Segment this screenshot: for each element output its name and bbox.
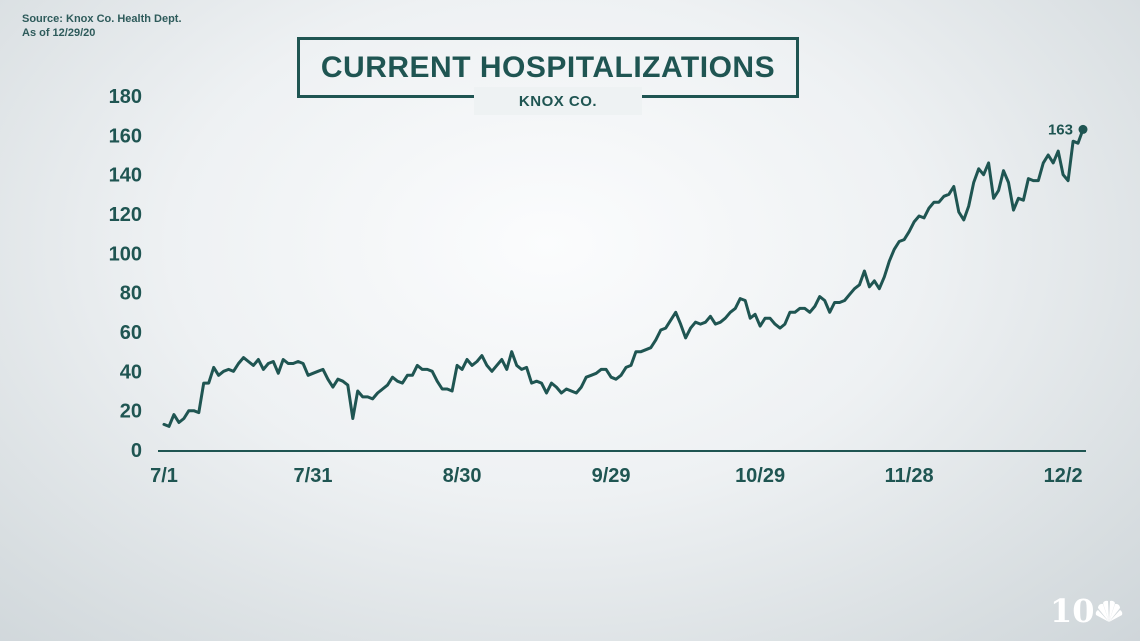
x-tick-label: 7/31 [294, 465, 333, 487]
source-note: Source: Knox Co. Health Dept. As of 12/2… [22, 12, 182, 40]
x-tick-label: 7/1 [150, 465, 178, 487]
x-tick-label: 10/29 [735, 465, 785, 487]
end-value-label: 163 [1048, 121, 1073, 138]
x-tick-label: 12/2 [1044, 465, 1083, 487]
series-line [162, 127, 1085, 428]
source-line: Source: Knox Co. Health Dept. [22, 13, 182, 25]
station-number: 10 [1050, 592, 1095, 630]
chart-subtitle: KNOX CO. [474, 87, 642, 115]
y-tick-label: 80 [120, 283, 142, 305]
end-point-marker [1078, 124, 1088, 134]
y-tick-label: 120 [109, 204, 142, 226]
x-tick-label: 11/28 [885, 465, 934, 487]
y-tick-label: 0 [131, 440, 142, 462]
y-tick-label: 160 [109, 125, 142, 147]
y-tick-label: 40 [120, 361, 142, 383]
y-tick-label: 140 [109, 165, 142, 187]
y-tick-label: 180 [109, 86, 142, 108]
y-tick-label: 20 [120, 401, 142, 423]
y-tick-label: 60 [120, 322, 142, 344]
station-logo: 10 [1050, 592, 1126, 630]
x-tick-label: 8/30 [443, 465, 482, 487]
as-of-line: As of 12/29/20 [22, 27, 96, 39]
chart-title: CURRENT HOSPITALIZATIONS [320, 50, 776, 84]
nbc-peacock-icon [1095, 600, 1123, 622]
y-tick-label: 100 [109, 243, 142, 265]
x-tick-label: 9/29 [592, 465, 631, 487]
